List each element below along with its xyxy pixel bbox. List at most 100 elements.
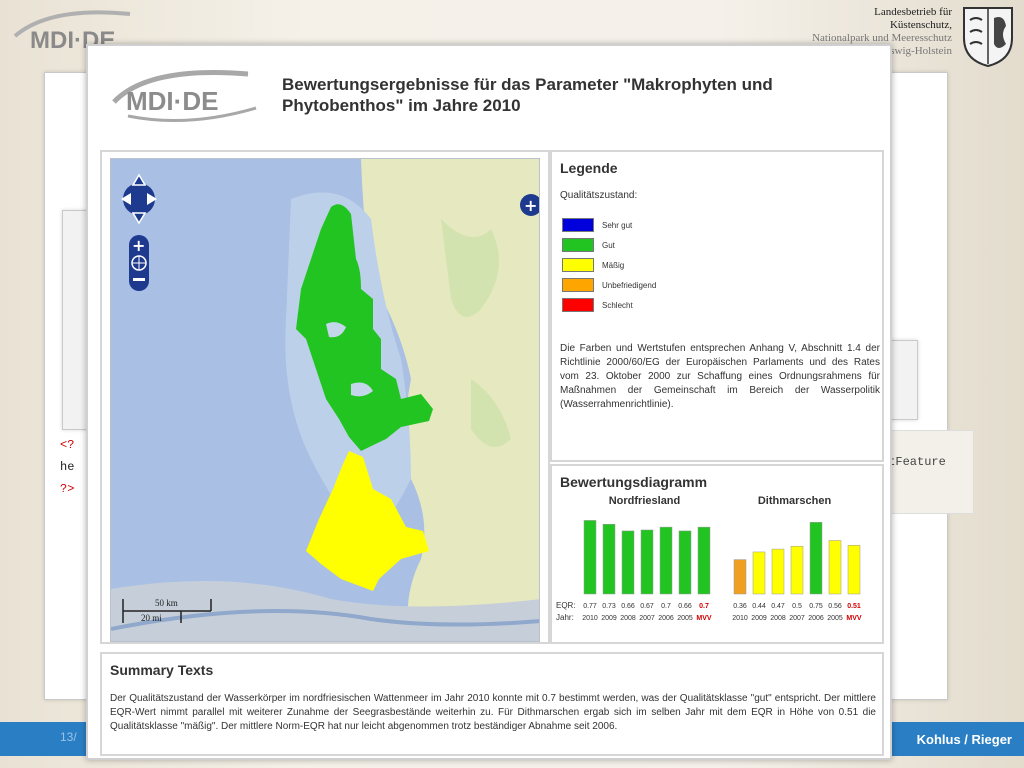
island-hole xyxy=(326,322,346,338)
code-line-3: ?> xyxy=(60,482,75,496)
map-panel: 50 km 20 mi + xyxy=(100,150,550,644)
logo-text: MDI·DE xyxy=(126,86,218,116)
zoom-control[interactable]: + xyxy=(129,235,149,291)
coat-of-arms-icon xyxy=(963,7,1013,68)
eqr-value-label: 0.5 xyxy=(792,603,802,610)
legend-swatch xyxy=(562,298,594,312)
year-tick-label: 2006 xyxy=(808,615,824,622)
elbe-river xyxy=(111,609,539,631)
eqr-row-label: EQR: xyxy=(556,601,576,610)
pan-control[interactable] xyxy=(121,173,157,225)
chart-bar xyxy=(659,526,673,595)
year-tick-label: 2005 xyxy=(827,615,843,622)
eqr-value-label: 0.73 xyxy=(602,603,616,610)
year-tick-label: 2010 xyxy=(732,615,748,622)
popup-title: Bewertungsergebnisse für das Parameter "… xyxy=(282,75,773,115)
scale-bar: 50 km 20 mi xyxy=(122,598,212,623)
year-tick-label: MVV xyxy=(696,615,712,622)
chart-bar xyxy=(752,551,766,595)
year-tick-label: 2010 xyxy=(582,615,598,622)
map-view[interactable]: 50 km 20 mi + xyxy=(110,158,540,642)
eqr-value-label: 0.51 xyxy=(847,603,861,610)
assessment-popup-window: MDI·DE Bewertungsergebnisse für das Para… xyxy=(86,44,892,760)
year-tick-label: 2007 xyxy=(789,615,805,622)
land-patch xyxy=(441,219,499,317)
eqr-value-label: 0.47 xyxy=(771,603,785,610)
chart-bar xyxy=(771,548,785,595)
year-tick-label: 2005 xyxy=(677,615,693,622)
background-window-right xyxy=(888,340,918,420)
chart-bar xyxy=(809,522,823,595)
eqr-value-label: 0.56 xyxy=(828,603,842,610)
summary-panel: Summary Texts Der Qualitätszustand der W… xyxy=(100,652,884,756)
mdi-de-logo-background: MDI·DE xyxy=(13,10,131,54)
diagram-title: Bewertungsdiagramm xyxy=(560,474,708,490)
pan-left-icon[interactable] xyxy=(121,193,131,205)
year-row-label: Jahr: xyxy=(556,613,574,622)
legend-label: Unbefriedigend xyxy=(602,281,657,290)
year-tick-label: 2006 xyxy=(658,615,674,622)
chart-bar xyxy=(640,529,654,595)
legend-swatch xyxy=(562,258,594,272)
year-tick-label: 2009 xyxy=(601,615,617,622)
assessment-bar-chart: EQR: Jahr: Nordfriesland 0.77 2010 0.73 2009 0.… xyxy=(556,495,862,622)
eqr-value-label: 0.36 xyxy=(733,603,747,610)
eqr-value-label: 0.66 xyxy=(621,603,635,610)
chart-bar xyxy=(697,526,711,595)
nordfriesland-green-area xyxy=(296,204,433,451)
eqr-value-label: 0.75 xyxy=(809,603,823,610)
legend-swatch xyxy=(562,278,594,292)
scale-mi-label: 20 mi xyxy=(141,613,162,623)
group-label: Nordfriesland xyxy=(609,495,681,507)
pan-up-icon[interactable] xyxy=(131,173,147,186)
footer-author: Kohlus / Rieger xyxy=(916,732,1012,747)
eqr-value-label: 0.44 xyxy=(752,603,766,610)
legend-subtitle: Qualitätszustand: xyxy=(560,190,638,201)
legend-label: Gut xyxy=(602,241,615,250)
plus-icon[interactable]: + xyxy=(524,196,537,215)
land-patch xyxy=(471,379,511,447)
legend-panel: Legende Qualitätszustand: Sehr gut Gut M… xyxy=(550,150,884,462)
agency-line-1: Landesbetrieb für xyxy=(874,6,952,18)
chart-bar xyxy=(621,530,635,595)
chart-bar xyxy=(678,530,692,595)
legend-label: Sehr gut xyxy=(602,221,633,230)
chart-bar xyxy=(790,545,804,595)
code-snippet-right: etFeature xyxy=(880,430,974,514)
chart-bar xyxy=(847,545,861,595)
legend-description: Die Farben und Wertstufen entsprechen An… xyxy=(560,343,880,410)
summary-title: Summary Texts xyxy=(110,662,214,678)
zoom-in-icon[interactable]: + xyxy=(132,236,145,255)
code-line-2: he xyxy=(60,460,75,474)
year-tick-label: 2008 xyxy=(620,615,636,622)
legend-title: Legende xyxy=(560,160,618,176)
legend-label: Schlecht xyxy=(602,301,633,310)
year-tick-label: 2007 xyxy=(639,615,655,622)
eqr-value-label: 0.66 xyxy=(678,603,692,610)
pan-down-icon[interactable] xyxy=(131,212,147,225)
legend-swatch xyxy=(562,218,594,232)
legend-label: Mäßig xyxy=(602,261,625,270)
mdi-de-logo: MDI·DE xyxy=(112,70,257,122)
diagram-panel: Bewertungsdiagramm EQR: Jahr: Nordfrieslan… xyxy=(550,464,884,644)
year-tick-label: 2008 xyxy=(770,615,786,622)
pan-right-icon[interactable] xyxy=(147,193,157,205)
map-canvas: 50 km 20 mi + xyxy=(111,159,540,641)
scale-km-label: 50 km xyxy=(155,598,178,608)
chart-bar xyxy=(828,540,842,595)
code-right-text: etFeature xyxy=(881,455,946,469)
agency-line-3: Nationalpark und Meeresschutz xyxy=(812,32,952,44)
dithmarschen-yellow-area xyxy=(306,451,429,591)
eqr-value-label: 0.67 xyxy=(640,603,654,610)
code-snippet-left: <? he ?> xyxy=(60,434,100,514)
layer-switcher-button[interactable]: + xyxy=(520,194,540,216)
year-tick-label: 2009 xyxy=(751,615,767,622)
zoom-out-icon[interactable] xyxy=(133,278,145,281)
page-number: 13/ xyxy=(60,730,77,744)
agency-line-2: Küstenschutz, xyxy=(889,19,952,31)
eqr-value-label: 0.77 xyxy=(583,603,597,610)
island-hole xyxy=(351,382,373,397)
group-label: Dithmarschen xyxy=(758,495,832,507)
legend-swatch xyxy=(562,238,594,252)
eqr-value-label: 0.7 xyxy=(661,603,671,610)
